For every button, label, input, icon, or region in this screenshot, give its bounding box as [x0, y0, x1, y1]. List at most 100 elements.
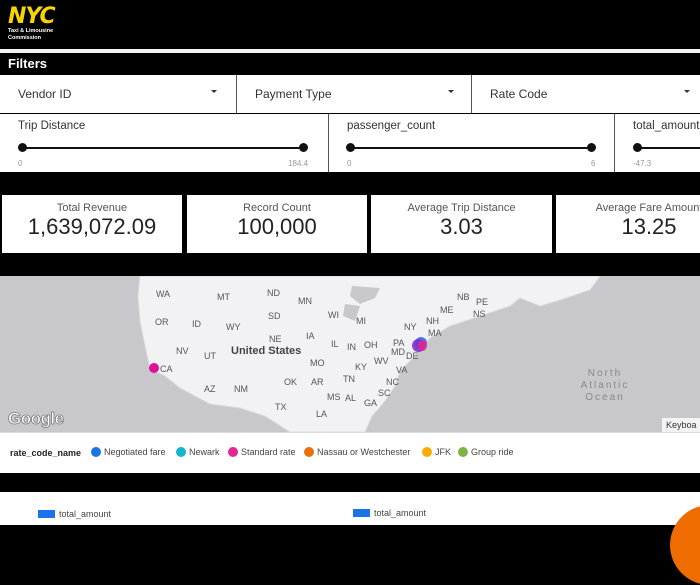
ocean-label: North Atlantic Ocean: [580, 368, 630, 403]
legend-dot-icon: [422, 447, 432, 457]
kpi-record-count: Record Count 100,000: [185, 193, 369, 255]
caret-down-icon: [448, 90, 454, 93]
legend-item-group-ride[interactable]: Group ride: [458, 447, 514, 457]
dropdown-label: Vendor ID: [18, 87, 72, 101]
slider-min-value: 0: [347, 159, 352, 168]
kpi-average-trip-distance: Average Trip Distance 3.03: [369, 193, 554, 255]
kpi-value: 100,000: [237, 214, 317, 239]
legend-dot-icon: [91, 447, 101, 457]
state-label: WI: [328, 310, 339, 320]
state-label: VA: [396, 365, 408, 375]
slider-label: Trip Distance: [18, 120, 86, 132]
chart-legend-label: total_amount: [374, 508, 427, 518]
kpi-label: Average Fare Amount: [595, 202, 700, 214]
state-label: NV: [176, 346, 189, 356]
map-bubble-standard-rate-nyc[interactable]: [418, 340, 427, 351]
kpi-value: 3.03: [440, 214, 483, 239]
legend-dot-icon: [304, 447, 314, 457]
state-label: SC: [378, 388, 391, 398]
kpi-label: Total Revenue: [56, 202, 128, 214]
slider-max-handle[interactable]: [299, 143, 308, 152]
keyboard-shortcuts-button[interactable]: Keyboa: [662, 418, 700, 432]
logo-text: NYC: [8, 4, 56, 29]
dropdown-label: Payment Type: [255, 87, 332, 101]
state-label: PE: [476, 297, 489, 307]
country-label: United States: [231, 345, 302, 357]
slider-max-value: 6: [591, 159, 596, 168]
state-label: NC: [386, 377, 399, 387]
state-label: WY: [226, 322, 241, 332]
state-label: MA: [428, 328, 442, 338]
filters-title: Filters: [8, 56, 48, 71]
slider-label: passenger_count: [347, 120, 436, 132]
slider-min-value: 0: [18, 159, 23, 168]
state-label: MO: [310, 358, 325, 368]
state-label: GA: [364, 398, 378, 408]
state-label: WV: [374, 356, 389, 366]
kpi-total-revenue: Total Revenue 1,639,072.09: [0, 193, 184, 255]
legend-item-standard-rate[interactable]: Standard rate: [228, 447, 296, 457]
state-label: LA: [316, 409, 328, 419]
legend-item-negotiated-fare[interactable]: Negotiated fare: [91, 447, 166, 457]
kpi-label: Average Trip Distance: [407, 202, 516, 214]
slider-min-handle[interactable]: [346, 143, 355, 152]
passenger-count-slider[interactable]: passenger_count 0 6: [329, 114, 615, 172]
map-legend: rate_code_name Negotiated fare Newark St…: [0, 432, 700, 473]
state-label: NB: [457, 292, 470, 302]
state-label: AZ: [204, 384, 216, 394]
state-label: OR: [155, 317, 169, 327]
caret-down-icon: [211, 90, 217, 93]
slider-track[interactable]: [637, 147, 700, 149]
state-label: ND: [267, 288, 280, 298]
state-label: WA: [156, 289, 171, 299]
state-label: MT: [217, 292, 230, 302]
legend-swatch-icon: [353, 509, 370, 517]
state-label: TN: [343, 374, 355, 384]
legend-dot-icon: [176, 447, 186, 457]
slider-min-handle[interactable]: [633, 143, 642, 152]
vendor-id-dropdown[interactable]: Vendor ID: [0, 75, 237, 113]
trip-distance-slider[interactable]: Trip Distance 0 184.4: [0, 114, 329, 172]
logo-subtitle-2: Commission: [8, 35, 42, 41]
chart-legend-label: total_amount: [59, 509, 112, 519]
legend-item-newark[interactable]: Newark: [176, 447, 220, 457]
payment-type-dropdown[interactable]: Payment Type: [237, 75, 472, 113]
state-label: AR: [311, 377, 324, 387]
state-label: AL: [345, 393, 357, 403]
state-label: IL: [331, 339, 339, 349]
slider-min-value: -47.3: [633, 159, 652, 168]
state-label: ME: [440, 305, 454, 315]
slider-max-handle[interactable]: [587, 143, 596, 152]
map-view[interactable]: WA MT ND MN WI MI OR ID WY SD IA IL IN O…: [0, 276, 700, 432]
rate-code-dropdown[interactable]: Rate Code: [472, 75, 700, 113]
legend-dot-icon: [458, 447, 468, 457]
logo-subtitle-1: Taxi & Limousine: [8, 28, 54, 34]
legend-item-nassau-westchester[interactable]: Nassau or Westchester: [304, 447, 410, 457]
google-logo: Google: [8, 409, 65, 429]
kpi-value: 1,639,072.09: [27, 214, 157, 239]
state-label: NY: [404, 322, 417, 332]
state-label: KY: [355, 362, 368, 372]
state-label: NM: [234, 384, 248, 394]
slider-track[interactable]: [22, 147, 304, 149]
divider: [0, 49, 700, 53]
state-label: TX: [275, 402, 287, 412]
state-label: DE: [406, 351, 419, 361]
slider-max-value: 184.4: [288, 159, 309, 168]
slider-min-handle[interactable]: [18, 143, 27, 152]
slider-track[interactable]: [351, 147, 593, 149]
dropdown-label: Rate Code: [490, 87, 548, 101]
state-label: NH: [426, 316, 439, 326]
state-label: MN: [298, 296, 312, 306]
nyc-tlc-logo: NYC Taxi & Limousine Commission: [8, 4, 68, 42]
kpi-label: Record Count: [243, 202, 311, 214]
kpi-average-fare-amount: Average Fare Amount 13.25: [554, 193, 700, 255]
state-label: OK: [284, 377, 298, 387]
legend-item-jfk[interactable]: JFK: [422, 447, 451, 457]
slider-label: total_amount: [633, 120, 700, 132]
state-label: UT: [204, 351, 216, 361]
state-label: NE: [269, 334, 282, 344]
legend-swatch-icon: [38, 510, 55, 518]
total-amount-slider[interactable]: total_amount -47.3: [615, 114, 700, 172]
map-bubble-standard-rate-ca[interactable]: [149, 363, 159, 373]
